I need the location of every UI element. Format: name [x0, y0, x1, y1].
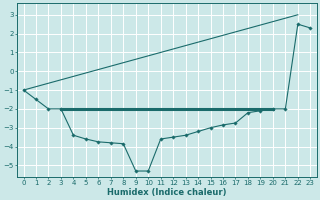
X-axis label: Humidex (Indice chaleur): Humidex (Indice chaleur) [107, 188, 227, 197]
